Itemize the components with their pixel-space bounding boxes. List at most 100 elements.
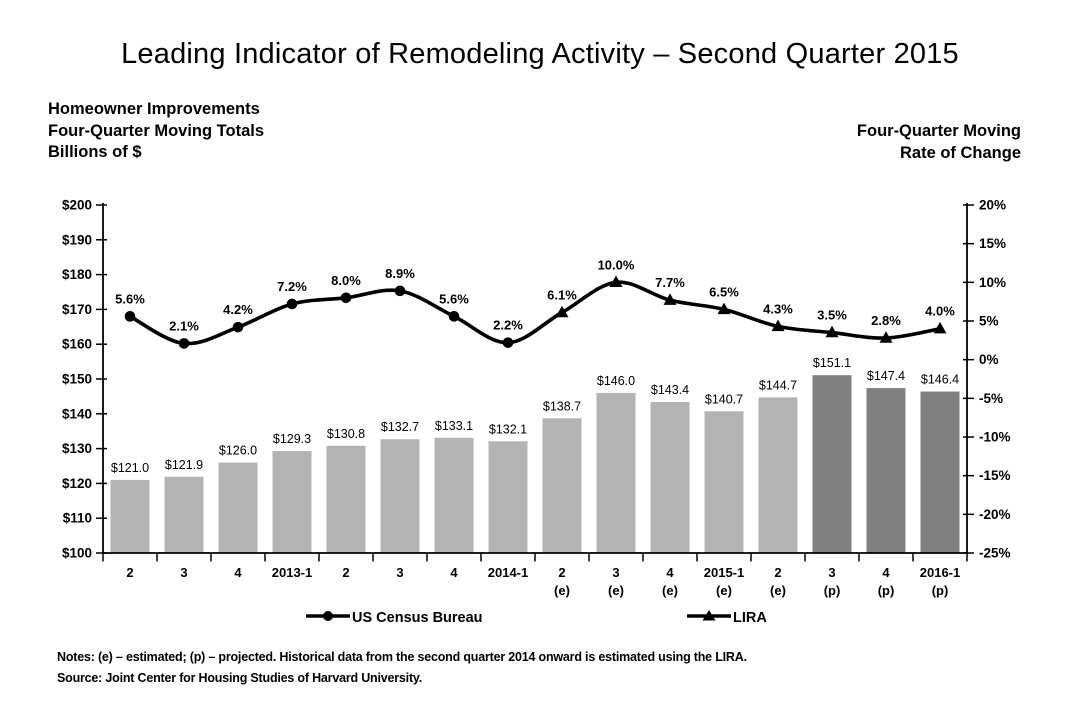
notes-line: Notes: (e) – estimated; (p) – projected.… [57, 650, 747, 664]
x-axis-label: 3 [180, 565, 187, 580]
x-axis-label: 2 [774, 565, 781, 580]
legend-item-lira: LIRA [687, 607, 767, 629]
right-axis-header: Four-Quarter Moving Rate of Change [857, 121, 1021, 164]
circle-marker-glyph [306, 611, 350, 621]
census-point-marker-icon [286, 298, 298, 310]
census-point-marker-icon [340, 292, 352, 304]
bar [218, 462, 258, 553]
bar [704, 411, 744, 553]
line-point-label: 2.8% [871, 313, 901, 328]
left-axis-tick-label: $180 [62, 267, 92, 282]
left-axis-tick-label: $200 [62, 198, 92, 213]
bar [272, 451, 312, 553]
x-axis-label-suffix: (e) [662, 583, 678, 598]
x-axis-label-suffix: (e) [716, 583, 732, 598]
lira-point-marker-icon [933, 321, 947, 334]
bar [434, 437, 474, 553]
bar [110, 479, 150, 553]
x-axis-label: 2 [126, 565, 133, 580]
x-axis-label: 2016-1 [920, 565, 960, 580]
left-axis-tick-label: $110 [63, 511, 92, 526]
census-point-marker-icon [502, 337, 514, 348]
bar-value-label: $151.1 [813, 356, 851, 370]
census-point-marker-icon [124, 311, 136, 322]
x-axis-label: 2 [342, 565, 349, 580]
left-axis-header: Homeowner Improvements Four-Quarter Movi… [48, 99, 264, 164]
chart-title: Leading Indicator of Remodeling Activity… [121, 38, 959, 70]
bar-value-label: $144.7 [759, 378, 797, 392]
x-axis-label-suffix: (e) [608, 583, 624, 598]
census-point-marker-icon [394, 285, 406, 297]
line-point-label: 8.9% [385, 266, 415, 281]
bar [650, 401, 690, 553]
left-axis-tick-label: $120 [62, 476, 92, 491]
rate-of-change-line [129, 280, 941, 346]
bar-value-label: $143.4 [651, 383, 689, 397]
line-point-label: 5.6% [115, 291, 145, 306]
lira-point-marker-icon [663, 293, 677, 305]
line-point-label: 4.2% [223, 302, 253, 317]
bar [596, 392, 636, 553]
bar-value-label: $147.4 [867, 369, 905, 383]
bar-value-label: $126.0 [219, 444, 257, 458]
line-point-label: 6.1% [547, 287, 577, 302]
lira-point-marker-icon [555, 305, 569, 318]
bar [326, 445, 366, 553]
x-axis-label: 4 [666, 565, 674, 580]
left-axis-tick-label: $170 [62, 302, 92, 317]
line-point-label: 7.2% [277, 279, 307, 294]
line-point-label: 10.0% [598, 257, 635, 272]
lira-point-marker-icon [825, 325, 839, 338]
right-axis-tick-label: 20% [979, 198, 1006, 213]
line-point-label: 2.1% [169, 318, 199, 333]
x-axis-label: 2013-1 [272, 565, 312, 580]
right-axis-header-line1: Four-Quarter Moving [856, 122, 1021, 140]
x-axis-label: 4 [882, 565, 890, 580]
x-axis-label: 3 [396, 565, 403, 580]
right-axis-tick-label: 0% [979, 352, 999, 367]
line-point-label: 2.2% [493, 318, 523, 333]
left-axis-tick-label: $160 [62, 337, 92, 352]
bar [488, 441, 528, 553]
triangle-marker-glyph [687, 610, 731, 621]
x-axis-label-suffix: (p) [932, 583, 949, 598]
x-axis-label: 2 [558, 565, 565, 580]
census-legend-label: US Census Bureau [352, 610, 483, 626]
x-axis-label: 4 [234, 565, 242, 580]
bar-value-label: $133.1 [435, 419, 473, 433]
bar [380, 439, 420, 553]
left-axis-tick-label: $140 [62, 406, 92, 421]
left-axis-header-line1: Homeowner Improvements [48, 100, 260, 118]
bar-value-label: $132.7 [381, 420, 419, 434]
x-axis-label-suffix: (e) [554, 583, 570, 598]
line-point-label: 7.7% [655, 275, 685, 290]
bar-value-label: $121.0 [111, 461, 149, 475]
x-axis-label-suffix: (e) [770, 583, 786, 598]
bar-value-label: $121.9 [165, 458, 203, 472]
x-axis-label: 4 [450, 565, 458, 580]
lira-point-marker-icon [771, 319, 785, 332]
left-axis-tick-label: $150 [62, 372, 92, 387]
footnotes: Notes: (e) – estimated; (p) – projected.… [57, 647, 747, 688]
right-axis-tick-label: -25% [979, 546, 1011, 561]
left-axis-header-line2: Four-Quarter Moving Totals [48, 121, 265, 140]
bar [812, 375, 852, 553]
right-axis-tick-label: -10% [979, 430, 1011, 445]
source-line: Source: Joint Center for Housing Studies… [57, 670, 423, 685]
census-legend-marker-icon [306, 609, 350, 627]
bar [164, 476, 204, 553]
bar [866, 388, 906, 553]
right-axis-tick-label: 5% [979, 314, 999, 329]
census-point-marker-icon [232, 321, 244, 333]
left-axis-tick-label: $190 [62, 232, 92, 247]
bar [542, 418, 582, 553]
census-point-marker-icon [448, 311, 460, 322]
bar-value-label: $138.7 [543, 399, 581, 413]
x-axis-label-suffix: (p) [824, 583, 841, 598]
right-axis-tick-label: -20% [979, 507, 1011, 522]
bar [758, 397, 798, 553]
right-axis-tick-label: -15% [979, 468, 1011, 483]
line-point-label: 3.5% [817, 308, 847, 323]
